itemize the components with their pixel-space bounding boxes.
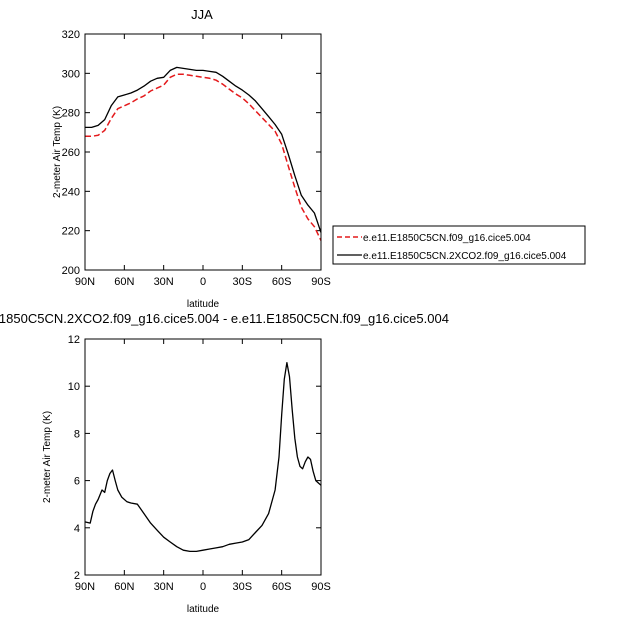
- top-chart-ylabel: 2-meter Air Temp (K): [52, 106, 63, 198]
- top-chart-series: [85, 66, 322, 241]
- top-chart-series-line-1: [85, 66, 322, 233]
- bottom-chart-ytick-label: 12: [68, 334, 80, 346]
- bottom-chart-ticks: 90N 60N 30N 0 30S 60S 90S 2 4 6 8 10 12: [68, 334, 331, 593]
- top-chart-series-line-0: [85, 73, 322, 241]
- bottom-chart-xtick-label: 0: [200, 581, 206, 593]
- top-chart-ytick-label: 320: [62, 29, 80, 41]
- bottom-chart-title: e.e11.E1850C5CN.2XCO2.f09_g16.cice5.004 …: [0, 311, 449, 326]
- bottom-chart: e.e11.E1850C5CN.2XCO2.f09_g16.cice5.004 …: [0, 311, 449, 615]
- bottom-chart-ytick-label: 4: [74, 523, 80, 535]
- bottom-chart-xtick-label: 90S: [311, 581, 331, 593]
- bottom-chart-xtick-label: 60S: [272, 581, 292, 593]
- top-chart-xtick-label: 90S: [311, 276, 331, 288]
- top-chart-ytick-label: 220: [62, 226, 80, 238]
- top-chart-xtick-label: 30S: [233, 276, 253, 288]
- top-chart-ytick-label: 300: [62, 68, 80, 80]
- bottom-chart-xtick-label: 30N: [154, 581, 174, 593]
- bottom-chart-ytick-label: 2: [74, 570, 80, 582]
- top-chart: JJA 90N 60N 30N 0 30S 60S 90S 200 220 240 260 280 30…: [52, 7, 331, 310]
- legend-label-2xco2: e.e11.E1850C5CN.2XCO2.f09_g16.cice5.004: [363, 251, 567, 262]
- bottom-chart-series-line-0: [84, 361, 322, 553]
- bottom-chart-ytick-label: 6: [74, 476, 80, 488]
- legend: e.e11.E1850C5CN.f09_g16.cice5.004 e.e11.…: [332, 225, 586, 265]
- legend-box: [332, 225, 586, 265]
- top-chart-frame: [84, 33, 322, 271]
- top-chart-ytick-label: 240: [62, 186, 80, 198]
- top-chart-xtick-label: 60N: [114, 276, 134, 288]
- bottom-chart-xtick-label: 60N: [114, 581, 134, 593]
- top-chart-ytick-label: 260: [62, 147, 80, 159]
- top-chart-xlabel: latitude: [187, 299, 220, 310]
- bottom-chart-frame: [84, 338, 322, 576]
- bottom-chart-xlabel: latitude: [187, 604, 220, 615]
- top-chart-title: JJA: [191, 7, 213, 22]
- bottom-chart-ytick-label: 10: [68, 381, 80, 393]
- bottom-chart-series: [84, 361, 322, 553]
- bottom-chart-ytick-label: 8: [74, 428, 80, 440]
- top-chart-xtick-label: 0: [200, 276, 206, 288]
- top-chart-xtick-label: 30N: [154, 276, 174, 288]
- top-chart-ytick-label: 200: [62, 265, 80, 277]
- bottom-chart-ylabel: 2-meter Air Temp (K): [42, 411, 53, 503]
- top-chart-xtick-label: 60S: [272, 276, 292, 288]
- bottom-chart-xtick-label: 30S: [233, 581, 253, 593]
- top-chart-xtick-label: 90N: [75, 276, 95, 288]
- bottom-chart-xtick-label: 90N: [75, 581, 95, 593]
- legend-label-control: e.e11.E1850C5CN.f09_g16.cice5.004: [363, 233, 531, 244]
- top-chart-ytick-label: 280: [62, 108, 80, 120]
- top-chart-ticks: 90N 60N 30N 0 30S 60S 90S 200 220 240 260 280 300 320: [62, 29, 331, 288]
